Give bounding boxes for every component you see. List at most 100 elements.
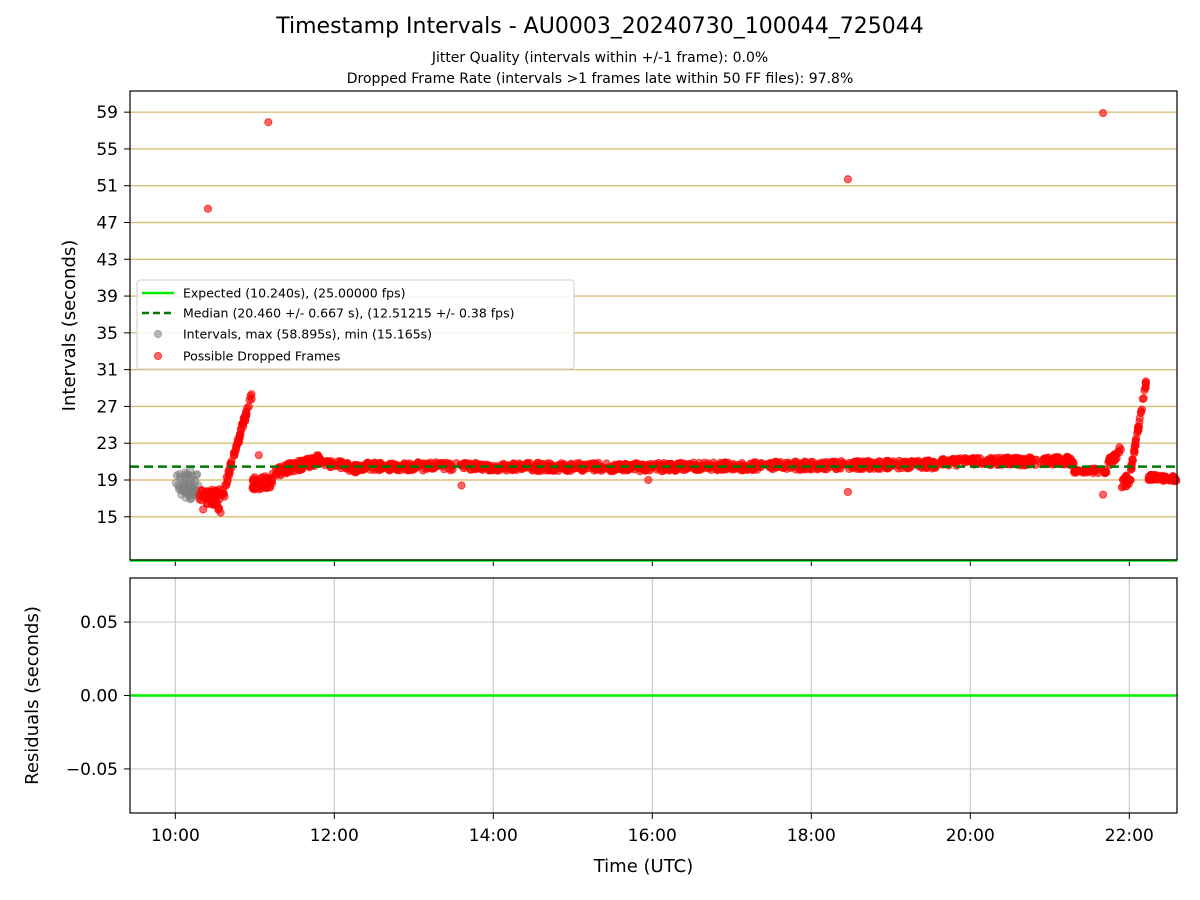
residual-y-tick-label: 0.05 — [80, 613, 118, 633]
dropped-frame-point — [1026, 453, 1035, 462]
x-tick-label: 20:00 — [946, 826, 995, 846]
y-tick-label: 51 — [96, 177, 118, 197]
dropped-frame-point — [895, 456, 904, 465]
dropped-frame-point — [249, 485, 259, 494]
x-tick-label: 18:00 — [787, 826, 836, 846]
interval-point — [193, 470, 202, 479]
y-tick-label: 15 — [96, 508, 118, 528]
y-tick-label: 23 — [96, 434, 118, 454]
dropped-frame-outlier — [199, 505, 208, 514]
legend-intervals-swatch — [153, 329, 163, 339]
y-tick-label: 55 — [96, 140, 118, 160]
x-tick-label: 10:00 — [151, 826, 200, 846]
dropped-frame-point — [1131, 436, 1140, 445]
y-tick-label: 39 — [96, 287, 118, 307]
dropped-frame-outlier — [203, 204, 213, 213]
dropped-frame-point — [598, 463, 607, 472]
dropped-frame-point — [1077, 467, 1086, 476]
dropped-frame-point — [209, 499, 219, 508]
legend: Expected (10.240s), (25.00000 fps) Median… — [136, 279, 575, 370]
dropped-frame-point — [239, 418, 248, 427]
dropped-frame-point — [1129, 446, 1139, 455]
y-tick-label: 31 — [96, 361, 118, 381]
dropped-frame-point — [738, 465, 748, 475]
dropped-frame-point — [1138, 394, 1147, 404]
dropped-frame-point — [935, 458, 944, 468]
x-axis-label: Time (UTC) — [593, 856, 694, 877]
dropped-frame-point — [266, 483, 275, 492]
legend-label: Intervals, max (58.895s), min (15.165s) — [183, 327, 432, 342]
dropped-frame-point — [198, 486, 207, 495]
dropped-frame-point — [557, 464, 567, 473]
dropped-frame-point — [1157, 472, 1166, 481]
dropped-frame-point — [385, 466, 394, 475]
dropped-frame-point — [989, 457, 999, 466]
y-tick-label: 27 — [96, 397, 118, 417]
top-axes-frame — [129, 90, 1178, 561]
dropped-frame-outlier — [264, 118, 273, 127]
y-tick-label: 35 — [96, 324, 118, 344]
dropped-frame-point — [1137, 407, 1146, 416]
legend-box — [136, 279, 575, 370]
dropped-frames-group — [195, 108, 1181, 517]
legend-label: Expected (10.240s), (25.00000 fps) — [183, 286, 405, 301]
bottom-y-axis-label: Residuals (seconds) — [22, 606, 43, 785]
dropped-frame-outlier — [843, 175, 852, 184]
chart-title: Timestamp Intervals - AU0003_20240730_10… — [276, 14, 924, 39]
y-tick-label: 19 — [96, 471, 118, 491]
dropped-frame-point — [980, 457, 989, 466]
dropped-frame-point — [1101, 465, 1110, 474]
interval-point — [171, 479, 180, 488]
dropped-frame-point — [247, 390, 256, 399]
dropped-frame-outlier — [644, 475, 653, 485]
dropped-frame-outlier — [1098, 108, 1108, 118]
dropped-frame-point — [1112, 454, 1121, 463]
dropped-frame-point — [242, 407, 251, 416]
interval-point — [187, 494, 196, 503]
dropped-frame-point — [1149, 474, 1158, 483]
dropped-frame-outlier — [1098, 490, 1108, 499]
dropped-frame-point — [229, 451, 239, 460]
bottom-axes-frame — [129, 577, 1178, 814]
dropped-frame-point — [1128, 456, 1137, 465]
dropped-frame-point — [753, 465, 762, 474]
dropped-frame-point — [233, 438, 242, 447]
dropped-frame-point — [1171, 474, 1180, 483]
dropped-frame-point — [571, 464, 581, 473]
chart-subtitle-jitter: Jitter Quality (intervals within +/-1 fr… — [431, 50, 769, 66]
dropped-frame-point — [1124, 475, 1133, 484]
x-tick-label: 22:00 — [1105, 826, 1154, 846]
y-tick-label: 43 — [96, 250, 118, 270]
dropped-frame-point — [1141, 383, 1150, 392]
dropped-frame-outlier — [843, 487, 852, 497]
dropped-frame-point — [766, 458, 775, 467]
dropped-frame-point — [695, 458, 704, 468]
residual-y-tick-label: 0.00 — [80, 687, 118, 707]
dropped-frame-point — [882, 458, 892, 467]
dropped-frame-point — [256, 479, 265, 488]
dropped-frame-outlier — [457, 481, 466, 490]
top-y-axis-label: Intervals (seconds) — [59, 240, 80, 412]
dropped-frame-outlier — [254, 451, 263, 460]
dropped-frame-point — [1134, 423, 1143, 432]
dropped-frame-point — [224, 471, 233, 481]
residual-y-tick-label: −0.05 — [66, 760, 118, 780]
dropped-frame-point — [924, 456, 933, 465]
dropped-frame-point — [315, 453, 324, 462]
interval-point — [187, 486, 196, 495]
x-tick-label: 12:00 — [310, 826, 359, 846]
legend-label: Possible Dropped Frames — [183, 349, 340, 364]
dropped-frame-point — [445, 460, 454, 469]
chart-subtitle-dropped: Dropped Frame Rate (intervals >1 frames … — [346, 71, 854, 87]
legend-dropped-swatch — [153, 351, 163, 361]
dropped-frame-point — [954, 456, 963, 465]
dropped-frame-point — [218, 485, 227, 494]
dropped-frame-point — [848, 458, 857, 467]
legend-label: Median (20.460 +/- 0.667 s), (12.51215 +… — [183, 306, 514, 321]
x-tick-label: 14:00 — [469, 826, 518, 846]
interval-point — [181, 480, 191, 489]
dropped-frame-point — [284, 467, 293, 477]
y-tick-label: 47 — [96, 214, 118, 234]
